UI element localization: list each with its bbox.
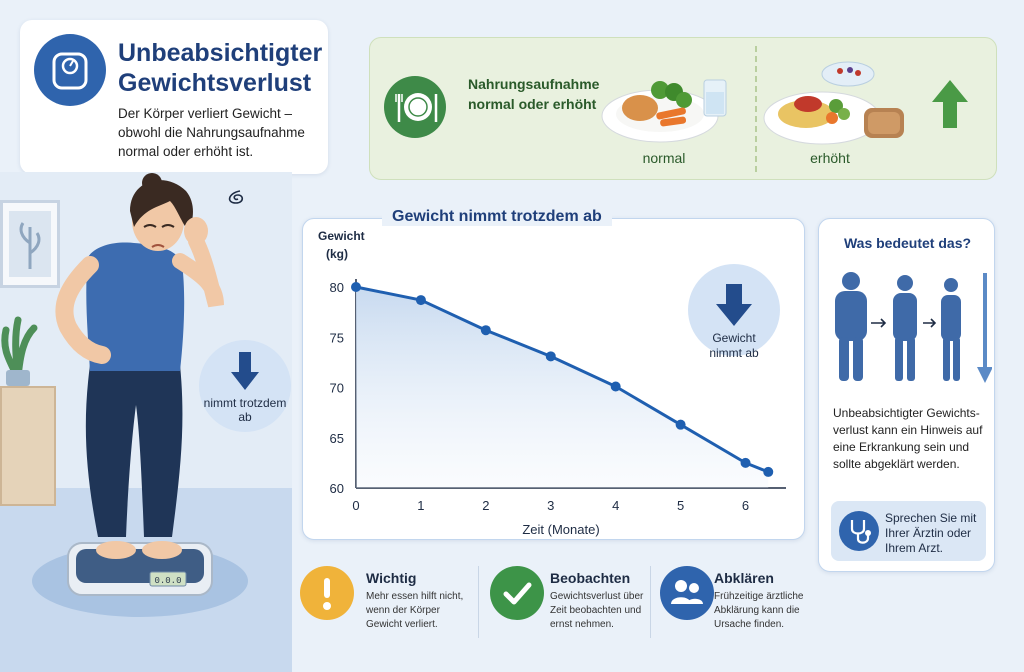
bottom-text-wichtig: Mehr essen hilft nicht, wenn der Körper … [366,591,464,630]
y-tick-label: 60 [330,481,344,496]
normal-plate-illustration [601,79,727,143]
data-point [480,325,491,336]
data-point [610,381,621,392]
weight-loss-badge-text: nimmt trotzdem ab [203,396,287,424]
woman-on-scale-illustration: 0.0.0 [32,173,248,617]
weight-loss-badge: nimmt trotzdem ab [199,340,291,432]
x-tick-label: 1 [417,498,424,513]
data-point [351,282,361,292]
x-tick-label: 0 [352,498,359,513]
plate-cutlery-icon [384,76,446,138]
stethoscope-icon [839,511,879,551]
chart-annotation-line1: Gewicht [712,331,756,345]
doctor-hint-box: Sprechen Sie mit Ihrer Ärztin oder Ihrem… [831,501,986,561]
bottom-separator-1 [478,566,479,638]
exclamation-icon [300,566,354,620]
info-text: Unbeabsichtigter Gewichts-verlust kann e… [833,406,983,471]
title-card: Unbeabsichtigter Gewichtsverlust Der Kör… [20,20,328,174]
bottom-text-beobachten: Gewichtsverlust über Zeit beobachten und… [550,591,644,630]
info-card: Was bedeutet das? Unbeabsichtigter Gewic… [818,218,995,572]
food-intake-panel: Nahrungsaufnahme normal oder erhöht norm… [369,37,997,180]
scale-icon [34,34,106,106]
chart-annotation-line2: nimmt ab [709,346,759,360]
chart-title: Gewicht nimmt trotzdem ab [382,208,612,226]
data-point [675,419,686,430]
people-icon [660,566,714,620]
y-tick-label: 75 [330,330,344,345]
x-tick-label: 2 [482,498,489,513]
bottom-title-beobachten: Beobachten [550,570,631,586]
plant-icon [1,316,38,386]
weight-line-chart: Gewicht (kg) 80 75 70 65 60 0 1 2 3 4 5 6 Zeit (Mona… [318,229,786,537]
body-shrinking-icon [835,272,992,383]
bottom-separator-2 [650,566,651,638]
y-axis-label-line2: (kg) [326,247,348,261]
food-intake-heading: Nahrungsaufnahme normal oder erhöht [468,76,600,112]
wall-picture [0,200,60,288]
increased-plate-illustration [763,61,904,145]
y-axis-label-line1: Gewicht [318,229,365,243]
cabinet [0,386,56,506]
page-title: Unbeabsichtigter Gewichtsverlust [118,39,323,97]
food-divider [755,46,757,172]
page-subtitle: Der Körper verliert Gewicht – obwohl die… [118,106,305,159]
checkmark-icon [490,566,544,620]
bottom-item-abklaeren: Abklären Frühzeitige ärztliche Abklärung… [660,560,810,660]
x-tick-label: 6 [742,498,749,513]
data-point [740,457,751,468]
series-line [355,285,769,474]
x-tick-label: 5 [677,498,684,513]
bottom-item-wichtig: Wichtig Mehr essen hilft nicht, wenn der… [300,560,480,660]
bottom-title-abklaeren: Abklären [714,570,774,586]
bottom-title-wichtig: Wichtig [366,570,417,586]
series-area [356,287,769,488]
doctor-hint-text: Sprechen Sie mit Ihrer Ärztin oder Ihrem… [885,511,977,555]
data-point [763,466,774,477]
x-tick-label: 4 [612,498,619,513]
food-normal-label: normal [642,150,686,166]
x-tick-label: 3 [547,498,554,513]
y-tick-label: 70 [330,381,344,396]
data-point [415,295,426,306]
x-axis-label: Zeit (Monate) [522,522,599,537]
info-title: Was bedeutet das? [843,235,972,251]
bottom-text-abklaeren: Frühzeitige ärztliche Abklärung kann die… [714,591,804,630]
food-increased-label: erhöht [810,150,850,166]
arrow-down-icon [231,352,259,390]
chart-arrow-down-icon [716,284,752,326]
bottom-item-beobachten: Beobachten Gewichtsverlust über Zeit beo… [490,560,650,660]
scale-display: 0.0.0 [154,576,181,586]
y-tick-label: 80 [330,280,344,295]
arrow-up-icon [932,80,968,128]
y-tick-label: 65 [330,431,344,446]
data-point [545,351,556,362]
